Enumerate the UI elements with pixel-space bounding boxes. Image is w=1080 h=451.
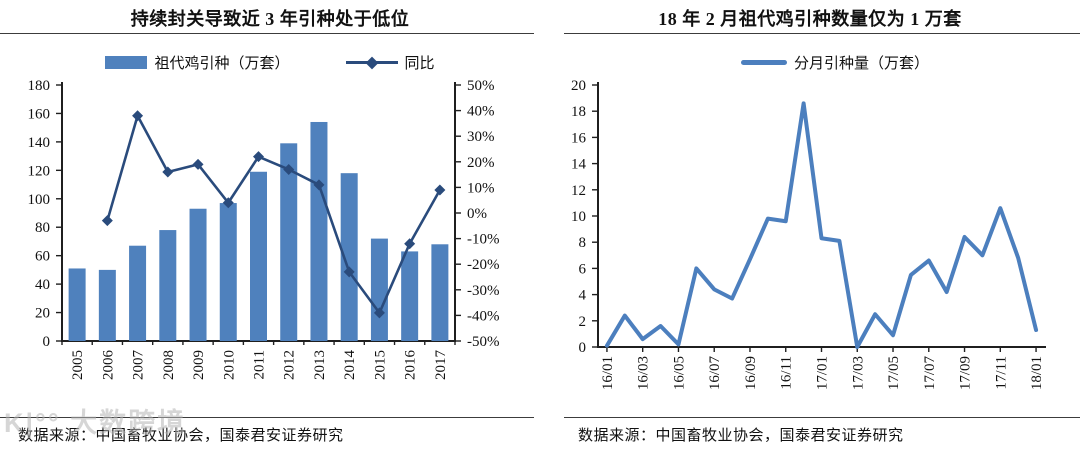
svg-text:-50%: -50% [467,334,500,350]
svg-text:0%: 0% [467,206,487,222]
svg-text:120: 120 [28,163,51,179]
svg-text:2017: 2017 [433,350,449,381]
svg-text:20%: 20% [467,155,495,171]
legend-item-line-series: 同比 [345,52,435,73]
svg-text:16: 16 [571,130,587,146]
svg-text:10: 10 [571,209,586,225]
svg-text:20: 20 [571,78,586,94]
source-divider [0,417,534,418]
legend-label: 祖代鸡引种（万套） [154,56,290,72]
svg-text:40%: 40% [467,104,495,120]
svg-text:17/09: 17/09 [958,356,974,390]
data-source: 数据来源：中国畜牧业协会，国泰君安证券研究 [578,428,904,444]
svg-text:160: 160 [28,106,51,122]
legend-item-line-series: 分月引种量（万套） [740,52,929,73]
legend-label: 分月引种量（万套） [793,56,929,72]
svg-text:17/05: 17/05 [886,356,902,390]
legend: 祖代鸡引种（万套） 同比 [0,52,540,73]
bar-line-combo-chart: 0 20 40 60 80 100 120 140 160 180 -50% -40% -30% -20%… [28,78,500,381]
svg-text:2: 2 [579,314,587,330]
svg-text:16/11: 16/11 [779,356,795,390]
svg-text:20: 20 [35,306,50,322]
chart-panel-right: 18 年 2 月祖代鸡引种数量仅为 1 万套 分月引种量（万套） 0 2 4 6 8 10… [540,0,1080,451]
monthly-line-chart: 0 2 4 6 8 10 12 14 16 18 20 16/01 16/03 16/05 16/07 16/… [571,78,1046,391]
legend-label: 同比 [404,56,435,72]
page-title: 持续封关导致近 3 年引种处于低位 [130,9,410,29]
svg-text:2012: 2012 [282,350,298,380]
svg-text:80: 80 [35,220,50,236]
svg-text:2010: 2010 [221,350,237,380]
svg-text:0: 0 [579,340,587,356]
chart-panel-left: 持续封关导致近 3 年引种处于低位 祖代鸡引种（万套） 同比 0 20 40 60 80… [0,9,540,444]
svg-text:-10%: -10% [467,232,500,248]
diamond-marker-icon [365,56,378,69]
svg-text:4: 4 [579,288,587,304]
title-divider [564,33,1080,34]
svg-text:14: 14 [571,157,587,173]
svg-text:2006: 2006 [100,350,116,381]
svg-text:6: 6 [579,261,587,277]
svg-text:2013: 2013 [312,350,328,380]
bar-swatch-icon [105,56,148,69]
legend-item-bar-series: 祖代鸡引种（万套） [105,52,290,73]
title-divider [0,33,534,34]
svg-text:2014: 2014 [342,350,358,381]
svg-text:180: 180 [28,78,51,94]
svg-text:140: 140 [28,135,51,151]
svg-text:2009: 2009 [191,350,207,380]
svg-text:17/11: 17/11 [993,356,1009,390]
legend: 分月引种量（万套） [565,52,1080,73]
svg-text:17/03: 17/03 [850,356,866,390]
svg-text:50%: 50% [467,78,495,94]
svg-text:18/01: 18/01 [1029,356,1045,390]
svg-text:2015: 2015 [372,350,388,380]
svg-text:60: 60 [35,249,50,265]
svg-text:16/07: 16/07 [707,356,723,391]
svg-text:16/01: 16/01 [600,356,616,390]
svg-text:18: 18 [571,104,586,120]
svg-text:10%: 10% [467,180,495,196]
data-source: 数据来源：中国畜牧业协会，国泰君安证券研究 [18,428,344,444]
svg-text:2007: 2007 [131,350,147,381]
svg-text:-40%: -40% [467,308,500,324]
svg-text:0: 0 [43,334,51,350]
source-divider [564,417,1080,418]
svg-text:100: 100 [28,192,51,208]
svg-text:40: 40 [35,277,50,293]
svg-text:16/05: 16/05 [671,356,687,390]
svg-text:16/03: 16/03 [636,356,652,390]
svg-text:16/09: 16/09 [743,356,759,390]
svg-text:-30%: -30% [467,283,500,299]
line-swatch-icon [740,60,787,65]
svg-text:17/07: 17/07 [922,356,938,391]
svg-text:-20%: -20% [467,257,500,273]
svg-text:2008: 2008 [161,350,177,380]
page-title: 18 年 2 月祖代鸡引种数量仅为 1 万套 [658,9,962,29]
line-diamond-swatch-icon [345,56,398,69]
svg-text:2005: 2005 [70,350,86,380]
svg-text:8: 8 [579,235,587,251]
svg-text:17/01: 17/01 [815,356,831,390]
svg-text:2011: 2011 [252,350,268,379]
svg-text:2016: 2016 [403,350,419,381]
svg-text:12: 12 [571,183,586,199]
svg-text:30%: 30% [467,129,495,145]
